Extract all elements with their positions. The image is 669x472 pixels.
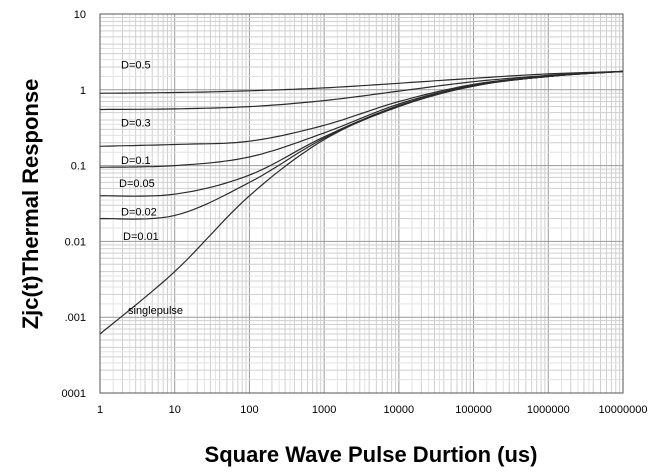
series-line	[99, 70, 624, 335]
series-label: D=0.02	[121, 206, 157, 218]
y-tick-label: 0.1	[71, 161, 86, 173]
series-line	[99, 70, 624, 94]
series-label: D=0.01	[123, 231, 159, 243]
y-tick-label: 0.01	[65, 236, 86, 248]
y-axis-title: Zjc(t)Thermal Response	[18, 79, 43, 330]
series-label: D=0.1	[121, 155, 151, 167]
y-tick-label: 10	[74, 9, 86, 21]
series-curves	[99, 70, 624, 335]
x-tick-label: 100000	[455, 404, 492, 416]
plot-area-border	[99, 13, 624, 394]
series-label: D=0.05	[119, 178, 155, 190]
y-tick-label: 0001	[62, 388, 86, 400]
x-tick-label: 100	[240, 404, 258, 416]
y-tick-label: .001	[65, 312, 86, 324]
x-tick-label: 10000	[384, 404, 415, 416]
x-tick-label: 10000000	[599, 404, 648, 416]
grid-lines	[99, 14, 623, 394]
y-tick-label: 1	[80, 85, 86, 97]
x-axis-title: Square Wave Pulse Durtion (us)	[205, 442, 538, 467]
series-label: D=0.5	[121, 60, 151, 72]
x-tick-label: 1000	[312, 404, 336, 416]
x-tick-label: 1	[97, 404, 103, 416]
x-tick-label: 10	[169, 404, 181, 416]
x-axis-tick-labels: 1 10 100 1000 10000 100000 1000000 10000000	[97, 404, 648, 416]
series-label: D=0.3	[121, 117, 151, 129]
x-tick-label: 1000000	[527, 404, 570, 416]
series-label: singlepulse	[128, 305, 183, 317]
series-labels: D=0.5 D=0.3 D=0.1 D=0.05 D=0.02 D=0.01 singlep…	[119, 60, 183, 317]
y-axis-tick-labels: 0001 .001 0.01 0.1 1 10	[62, 9, 86, 400]
series-line	[100, 70, 624, 111]
